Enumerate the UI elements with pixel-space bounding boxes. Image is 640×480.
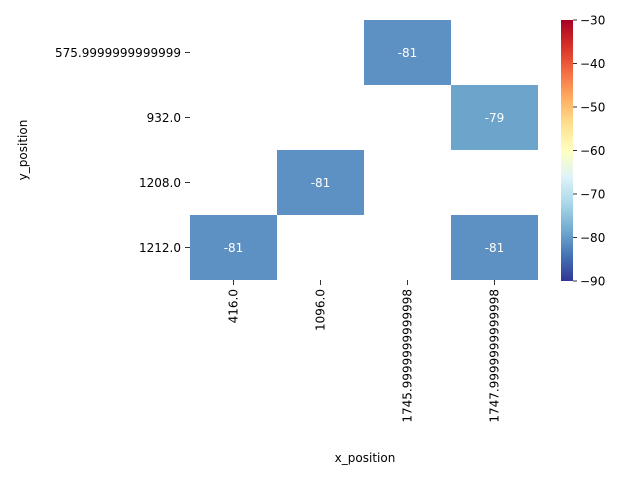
heatmap-cell — [451, 85, 538, 150]
colorbar: −90 −80 −70 −60 −50 −40 −30 — [561, 14, 605, 289]
x-tick-label: 1096.0 — [314, 289, 328, 331]
y-axis-label: y_position — [16, 120, 30, 181]
heatmap-cell — [451, 215, 538, 280]
y-axis: 575.9999999999999 932.0 1208.0 1212.0 — [55, 46, 190, 255]
colorbar-tick-label: −70 — [580, 188, 605, 202]
x-tick-label: 1745.9999999999998 — [401, 289, 415, 423]
cell-value-label: -81 — [224, 241, 244, 255]
x-tick-label: 416.0 — [227, 289, 241, 323]
y-tick-label: 1208.0 — [139, 176, 181, 190]
x-tick-label: 1747.9999999999998 — [488, 289, 502, 423]
plot-area: -81 -79 -81 -81 -81 — [190, 20, 538, 280]
cell-value-label: -81 — [485, 241, 505, 255]
colorbar-tick-label: −60 — [580, 144, 605, 158]
cell-value-label: -79 — [485, 111, 505, 125]
colorbar-tick-label: −80 — [580, 231, 605, 245]
x-axis-label: x_position — [335, 451, 396, 465]
cell-value-label: -81 — [311, 176, 331, 190]
colorbar-tick-label: −50 — [580, 101, 605, 115]
colorbar-tick-label: −30 — [580, 14, 605, 28]
colorbar-ticks: −90 −80 −70 −60 −50 −40 −30 — [573, 14, 605, 289]
colorbar-tick-label: −40 — [580, 57, 605, 71]
x-axis: 416.0 1096.0 1745.9999999999998 1747.999999… — [227, 280, 502, 423]
heatmap-cell — [364, 20, 451, 85]
y-tick-label: 932.0 — [147, 111, 181, 125]
cell-value-label: -81 — [398, 46, 418, 60]
y-tick-label: 575.9999999999999 — [55, 46, 181, 60]
colorbar-tick-label: −90 — [580, 275, 605, 289]
heatmap-cell — [190, 215, 277, 280]
y-tick-label: 1212.0 — [139, 241, 181, 255]
heatmap-cell — [277, 150, 364, 215]
colorbar-gradient — [561, 20, 573, 281]
